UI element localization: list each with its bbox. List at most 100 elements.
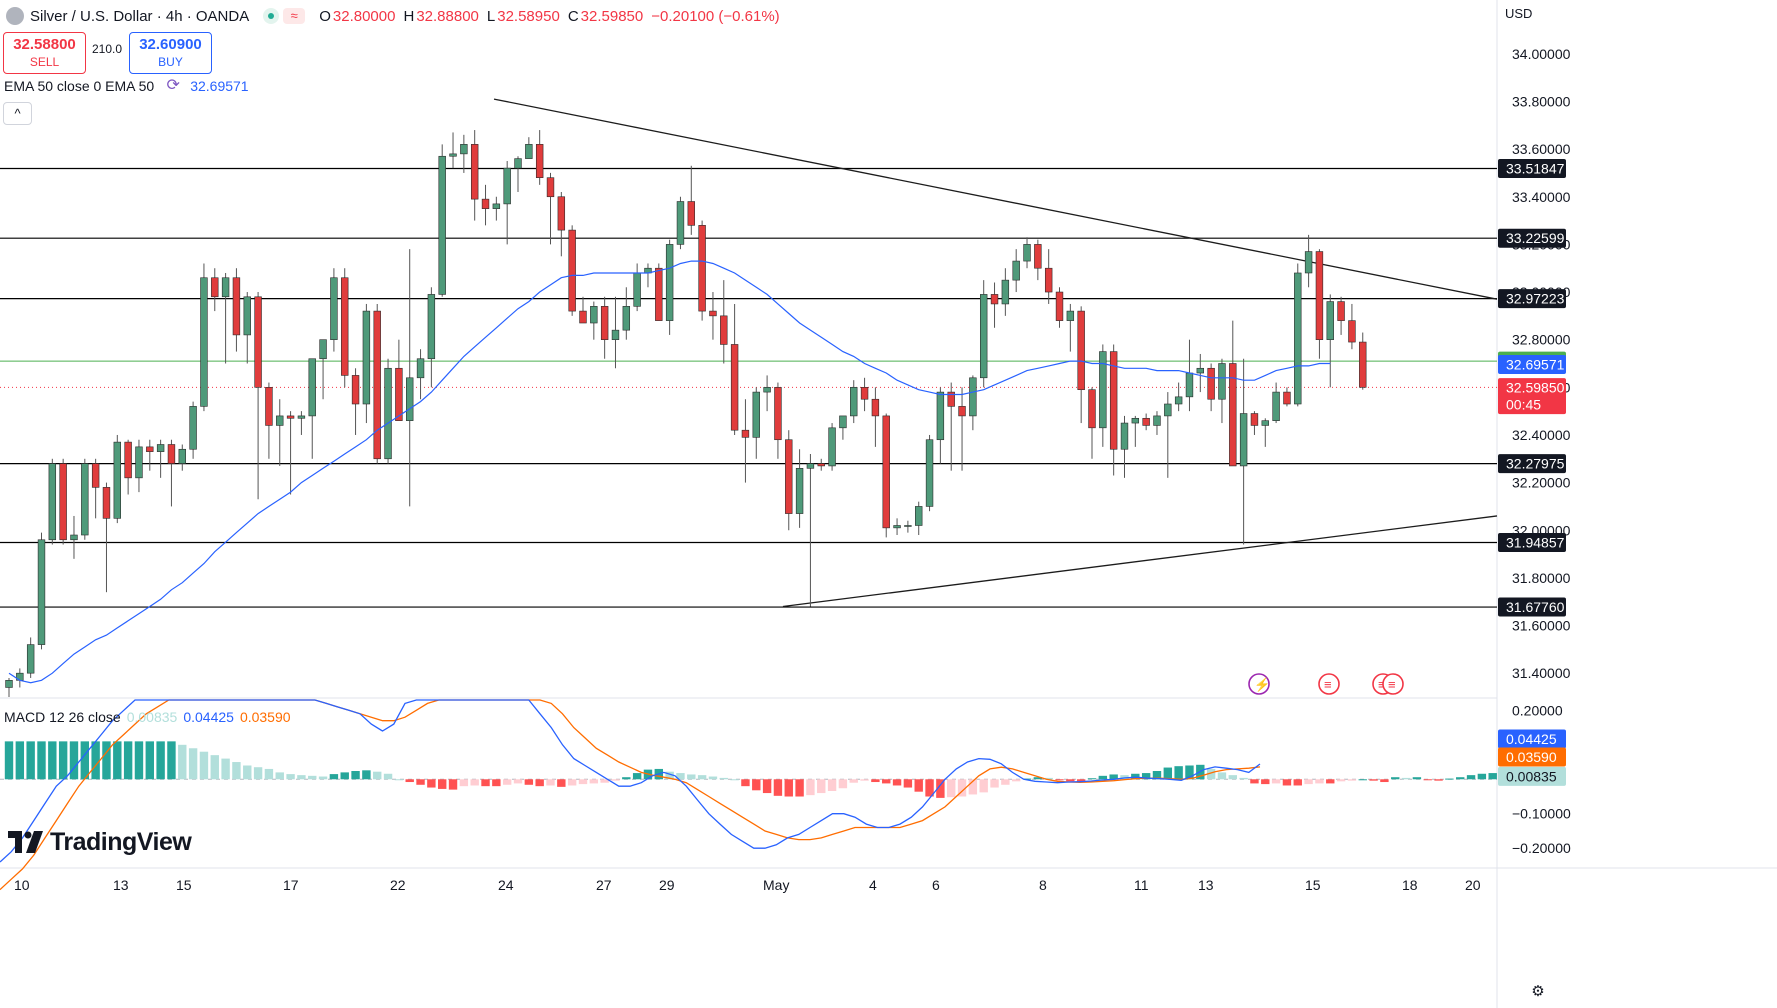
macd-histogram-bar[interactable]	[69, 741, 79, 780]
macd-histogram-bar[interactable]	[318, 776, 328, 780]
candle-body[interactable]	[1164, 403, 1172, 417]
candle-body[interactable]	[1315, 251, 1324, 340]
candle-body[interactable]	[460, 144, 468, 155]
macd-histogram-bar[interactable]	[264, 768, 274, 780]
candle-body[interactable]	[211, 277, 219, 298]
lightning-event-icon[interactable]	[1248, 673, 1270, 695]
macd-histogram-bar[interactable]	[15, 741, 25, 780]
candle-body[interactable]	[1196, 367, 1205, 374]
macd-histogram-bar[interactable]	[1098, 775, 1108, 780]
candle-body[interactable]	[470, 144, 479, 200]
candle-body[interactable]	[1294, 272, 1302, 405]
macd-histogram-bar[interactable]	[275, 772, 284, 780]
macd-histogram-bar[interactable]	[1369, 779, 1378, 781]
macd-histogram-bar[interactable]	[622, 777, 631, 780]
candle-body[interactable]	[1153, 415, 1161, 426]
candle-body[interactable]	[1001, 279, 1010, 305]
candle-body[interactable]	[590, 306, 598, 324]
candle-body[interactable]	[481, 198, 490, 209]
candle-body[interactable]	[1109, 351, 1118, 450]
macd-histogram-bar[interactable]	[253, 767, 263, 780]
candle-body[interactable]	[416, 358, 425, 379]
macd-histogram-bar[interactable]	[1120, 775, 1129, 780]
candle-body[interactable]	[665, 244, 674, 321]
candle-body[interactable]	[676, 201, 685, 245]
candle-body[interactable]	[395, 367, 403, 421]
candle-body[interactable]	[817, 463, 825, 467]
candle-body[interactable]	[893, 525, 901, 529]
macd-histogram-bar[interactable]	[827, 779, 837, 791]
candle-body[interactable]	[1066, 310, 1075, 321]
macd-histogram-bar[interactable]	[1217, 772, 1227, 780]
macd-histogram-bar[interactable]	[405, 779, 414, 783]
macd-histogram-bar[interactable]	[524, 779, 534, 785]
candle-body[interactable]	[373, 310, 381, 460]
macd-histogram-bar[interactable]	[600, 779, 609, 783]
macd-histogram-bar[interactable]	[947, 779, 956, 798]
macd-histogram-bar[interactable]	[308, 775, 317, 780]
candle-body[interactable]	[925, 439, 934, 507]
macd-histogram-bar[interactable]	[838, 779, 848, 789]
macd-histogram-bar[interactable]	[58, 741, 68, 780]
macd-histogram-bar[interactable]	[297, 775, 306, 780]
candle-body[interactable]	[200, 277, 208, 407]
macd-histogram-bar[interactable]	[199, 751, 209, 780]
macd-legend[interactable]: MACD 12 26 close 0.00835 0.04425 0.03590	[4, 708, 297, 726]
collapse-legend-button[interactable]: ^	[3, 102, 32, 125]
macd-histogram-bar[interactable]	[697, 775, 707, 780]
candle-body[interactable]	[59, 463, 67, 541]
candle-body[interactable]	[232, 277, 241, 336]
candle-body[interactable]	[546, 177, 555, 198]
macd-histogram-bar[interactable]	[806, 779, 815, 796]
candle-body[interactable]	[1012, 260, 1020, 281]
macd-histogram-bar[interactable]	[860, 779, 869, 781]
candle-body[interactable]	[1348, 320, 1356, 343]
macd-histogram-bar[interactable]	[687, 774, 696, 780]
candle-body[interactable]	[741, 429, 750, 438]
macd-histogram-bar[interactable]	[1488, 773, 1497, 780]
candle-body[interactable]	[860, 387, 869, 400]
macd-histogram-bar[interactable]	[113, 741, 122, 780]
sell-button[interactable]: 32.58800 SELL	[3, 32, 86, 74]
macd-histogram-bar[interactable]	[1423, 779, 1432, 781]
macd-histogram-bar[interactable]	[123, 741, 133, 780]
macd-histogram-bar[interactable]	[156, 741, 165, 780]
candle-body[interactable]	[969, 377, 977, 417]
currency-selector[interactable]: USD	[1505, 6, 1533, 21]
candle-body[interactable]	[124, 441, 132, 479]
macd-histogram-bar[interactable]	[1391, 777, 1400, 780]
buy-button[interactable]: 32.60900 BUY	[129, 32, 212, 74]
macd-histogram-bar[interactable]	[535, 779, 544, 787]
candle-body[interactable]	[1034, 244, 1042, 269]
candle-body[interactable]	[102, 487, 111, 519]
macd-histogram-bar[interactable]	[892, 779, 902, 786]
macd-histogram-bar[interactable]	[1293, 779, 1302, 786]
candle-body[interactable]	[622, 306, 631, 331]
trendline[interactable]	[782, 515, 1498, 608]
macd-histogram-bar[interactable]	[741, 779, 750, 787]
macd-histogram-bar[interactable]	[80, 741, 90, 780]
macd-histogram-bar[interactable]	[936, 779, 945, 798]
macd-histogram-bar[interactable]	[481, 779, 490, 787]
macd-histogram-bar[interactable]	[26, 741, 35, 780]
macd-histogram-bar[interactable]	[1347, 779, 1357, 781]
candle-body[interactable]	[958, 406, 966, 417]
candle-body[interactable]	[1261, 420, 1269, 426]
macd-histogram-bar[interactable]	[470, 779, 479, 786]
candle-body[interactable]	[48, 463, 57, 541]
macd-histogram-bar[interactable]	[1315, 779, 1324, 784]
candle-body[interactable]	[1023, 244, 1031, 262]
macd-histogram-bar[interactable]	[1380, 779, 1389, 783]
macd-histogram-bar[interactable]	[438, 779, 447, 789]
candle-body[interactable]	[557, 196, 566, 231]
macd-histogram-bar[interactable]	[1185, 765, 1194, 780]
macd-histogram-bar[interactable]	[1412, 777, 1422, 780]
candle-body[interactable]	[26, 644, 35, 674]
candle-body[interactable]	[687, 201, 695, 226]
macd-histogram-bar[interactable]	[1055, 779, 1064, 781]
trendline[interactable]	[493, 98, 1498, 300]
candle-body[interactable]	[720, 315, 728, 345]
macd-histogram-bar[interactable]	[1228, 775, 1237, 780]
candle-body[interactable]	[1272, 391, 1280, 421]
